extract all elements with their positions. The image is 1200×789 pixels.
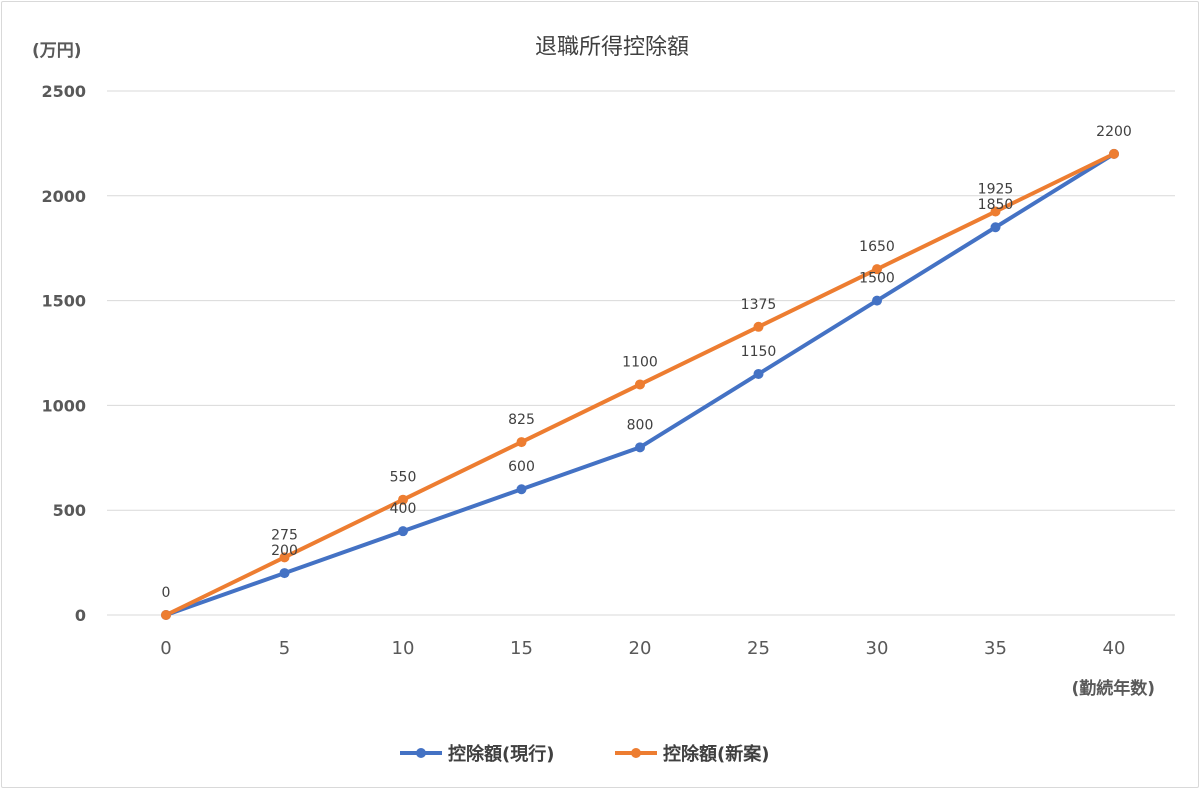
y-tick-label: 0 (75, 606, 86, 625)
legend: 控除額(現行) 控除額(新案) (400, 743, 769, 765)
data-label: 1100 (622, 354, 658, 370)
x-axis-ticks: 0 5 10 15 20 25 30 35 40 (160, 638, 1125, 659)
x-tick-label: 30 (866, 638, 889, 659)
chart-title: 退職所得控除額 (535, 35, 689, 60)
data-label: 600 (508, 459, 535, 475)
x-tick-label: 15 (510, 638, 533, 659)
data-label: 1500 (859, 271, 895, 287)
legend-label: 控除額(新案) (663, 743, 769, 765)
data-point (872, 295, 882, 306)
data-point (990, 206, 1001, 217)
data-label: 275 (271, 527, 298, 543)
data-point (516, 484, 527, 495)
data-label: 550 (390, 470, 417, 486)
data-labels: 200 400 600 800 1150 1500 1850 0 275 550 825 1100 13… (162, 124, 1132, 601)
data-label: 800 (627, 417, 654, 433)
data-label: 400 (390, 501, 417, 517)
legend-label: 控除額(現行) (448, 743, 554, 765)
data-label: 1375 (741, 297, 777, 313)
y-tick-label: 500 (53, 501, 86, 520)
data-point (635, 442, 645, 453)
data-point (753, 321, 764, 332)
x-tick-label: 40 (1103, 638, 1126, 659)
x-tick-label: 25 (747, 638, 770, 659)
y-tick-label: 2500 (41, 82, 86, 101)
legend-swatch-marker (416, 748, 426, 758)
x-tick-label: 20 (629, 638, 652, 659)
legend-swatch-marker (631, 748, 641, 758)
y-tick-label: 1000 (41, 396, 86, 415)
data-label: 1925 (978, 182, 1014, 198)
x-axis-label: (勤続年数) (1071, 678, 1155, 699)
data-label: 0 (162, 585, 171, 601)
data-point (279, 552, 290, 563)
data-label: 1150 (741, 344, 777, 360)
x-tick-label: 10 (392, 638, 415, 659)
data-point (1109, 148, 1119, 159)
series-lines (161, 148, 1119, 620)
x-tick-label: 35 (984, 638, 1007, 659)
data-point (990, 222, 1001, 233)
data-label: 1850 (978, 197, 1014, 213)
data-point (635, 379, 645, 390)
x-tick-label: 5 (279, 638, 290, 659)
data-point (516, 437, 527, 448)
x-tick-label: 0 (160, 638, 171, 659)
data-point (398, 494, 408, 505)
data-point (279, 568, 290, 579)
data-label: 2200 (1096, 124, 1132, 140)
data-point (398, 526, 408, 537)
y-axis-unit-label: (万円) (32, 41, 82, 61)
y-tick-label: 1500 (41, 292, 86, 311)
data-label: 825 (508, 412, 535, 428)
data-label: 200 (271, 543, 298, 559)
data-point (872, 264, 882, 275)
y-axis-ticks: 0 500 1000 1500 2000 2500 (41, 82, 86, 625)
data-point (161, 610, 171, 620)
data-label: 1650 (859, 239, 895, 255)
y-tick-label: 2000 (41, 187, 86, 206)
data-point (753, 368, 764, 379)
gridlines (107, 90, 1175, 616)
